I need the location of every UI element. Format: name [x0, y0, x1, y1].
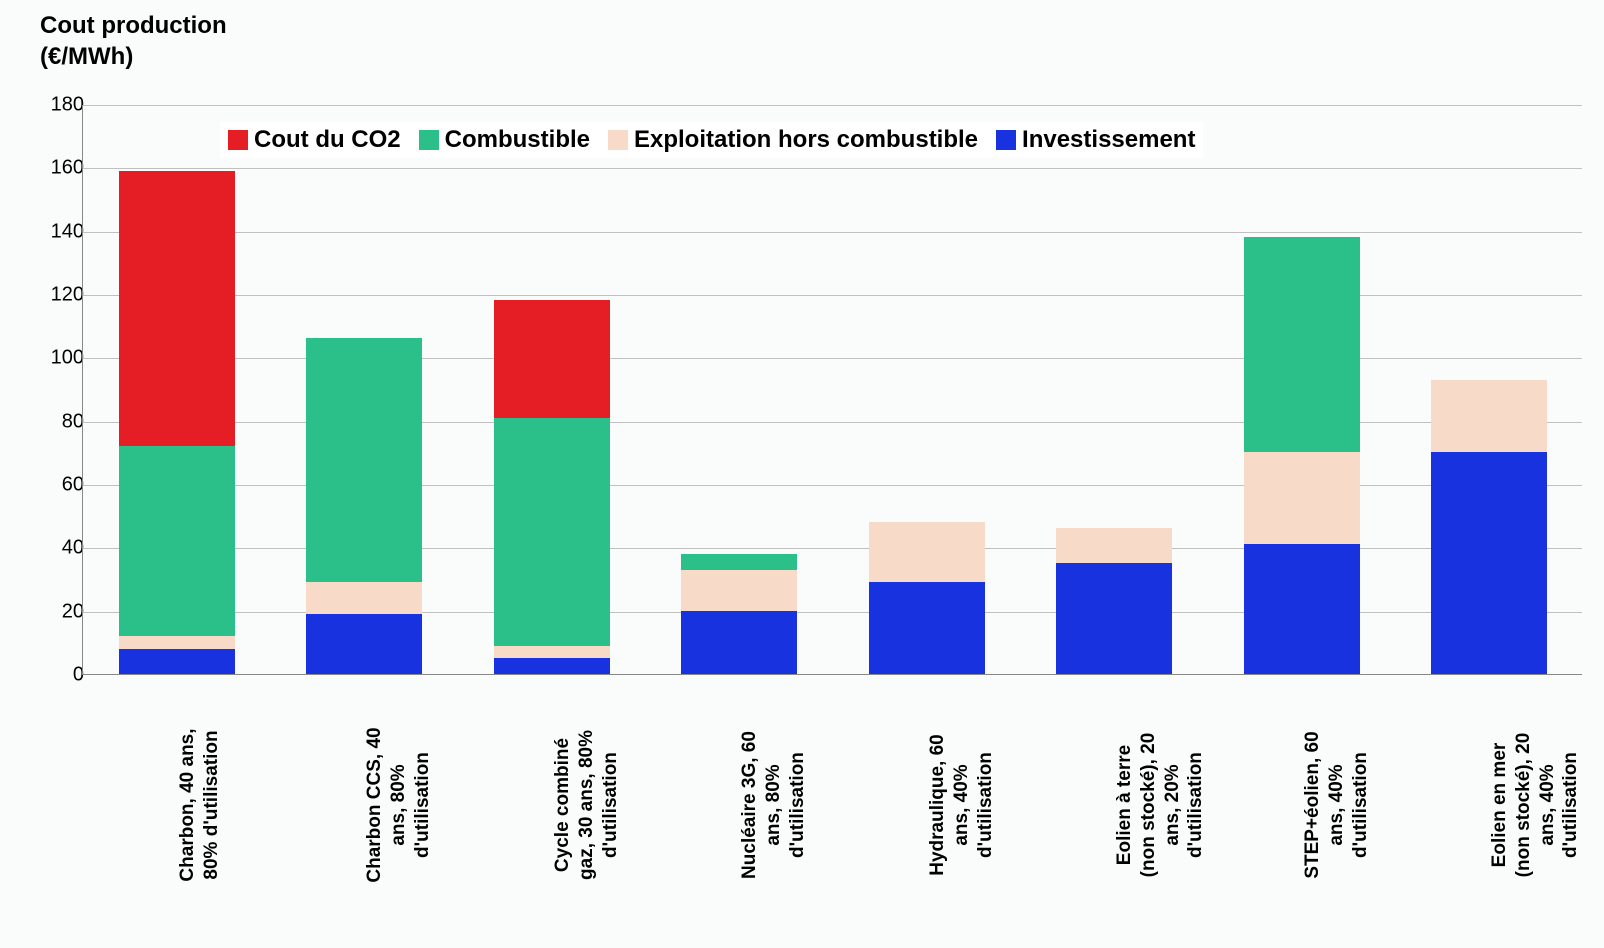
legend-swatch — [419, 130, 439, 150]
ytick-label: 120 — [34, 284, 84, 307]
xlabel: Cycle combiné gaz, 30 ans, 80% d'utilisa… — [551, 685, 622, 925]
legend-item-exploit: Exploitation hors combustible — [608, 126, 978, 154]
ytick-label: 60 — [34, 474, 84, 497]
legend-swatch — [608, 130, 628, 150]
legend-label: Investissement — [1022, 126, 1195, 154]
ytick-label: 180 — [34, 94, 84, 117]
legend: Cout du CO2 Combustible Exploitation hors … — [220, 122, 1203, 158]
ytick-label: 0 — [34, 664, 84, 687]
plot-area — [82, 105, 1582, 675]
xlabel: Eolien en mer (non stocké), 20 ans, 40% … — [1488, 685, 1583, 925]
bar-seg-invest — [1244, 544, 1360, 674]
bar-seg-exploit — [494, 646, 610, 659]
bar-group — [1431, 380, 1547, 674]
bar-seg-exploit — [1244, 452, 1360, 544]
xlabel: Charbon, 40 ans, 80% d'utilisation — [176, 685, 224, 925]
bar-seg-invest — [869, 582, 985, 674]
bar-seg-co2 — [119, 171, 235, 447]
bar-group — [306, 338, 422, 674]
bar-seg-exploit — [681, 570, 797, 611]
bar-group — [1056, 528, 1172, 674]
chart-container: Cout production (€/MWh) Cout du CO2 Combus… — [10, 10, 1594, 938]
bar-seg-exploit — [869, 522, 985, 582]
xlabel: Charbon CCS, 40 ans, 80% d'utilisation — [363, 685, 434, 925]
ytick-label: 100 — [34, 347, 84, 370]
legend-item-combustible: Combustible — [419, 126, 590, 154]
bar-seg-combustible — [119, 446, 235, 636]
bar-seg-exploit — [119, 636, 235, 649]
bar-seg-combustible — [306, 338, 422, 582]
xlabel: Nucléaire 3G, 60 ans, 80% d'utilisation — [738, 685, 809, 925]
legend-swatch — [996, 130, 1016, 150]
ytick-label: 40 — [34, 537, 84, 560]
bar-seg-combustible — [681, 554, 797, 570]
xlabel: STEP+éolien, 60 ans, 40% d'utilisation — [1301, 685, 1372, 925]
bar-seg-combustible — [1244, 237, 1360, 452]
xlabel: Eolien à terre (non stocké), 20 ans, 20%… — [1113, 685, 1208, 925]
bar-seg-invest — [1431, 452, 1547, 674]
bar-group — [869, 522, 985, 674]
title-line-2: (€/MWh) — [40, 43, 133, 70]
bar-seg-exploit — [1056, 528, 1172, 563]
y-axis-title: Cout production (€/MWh) — [40, 10, 227, 72]
legend-swatch — [228, 130, 248, 150]
bar-group — [119, 171, 235, 674]
ytick-label: 160 — [34, 157, 84, 180]
ytick-label: 20 — [34, 600, 84, 623]
bar-group — [681, 554, 797, 674]
bar-group — [494, 300, 610, 674]
bar-seg-exploit — [306, 582, 422, 614]
bar-group — [1244, 237, 1360, 674]
bar-seg-co2 — [494, 300, 610, 417]
bar-seg-invest — [306, 614, 422, 674]
ytick-label: 140 — [34, 220, 84, 243]
bar-seg-combustible — [494, 418, 610, 646]
bar-seg-invest — [494, 658, 610, 674]
bar-seg-invest — [681, 611, 797, 674]
xlabel: Hydraulique, 60 ans, 40% d'utilisation — [926, 685, 997, 925]
legend-item-invest: Investissement — [996, 126, 1195, 154]
legend-item-co2: Cout du CO2 — [228, 126, 401, 154]
legend-label: Cout du CO2 — [254, 126, 401, 154]
ytick-label: 80 — [34, 410, 84, 433]
legend-label: Combustible — [445, 126, 590, 154]
bar-seg-invest — [119, 649, 235, 674]
title-line-1: Cout production — [40, 12, 227, 39]
legend-label: Exploitation hors combustible — [634, 126, 978, 154]
bar-seg-exploit — [1431, 380, 1547, 453]
bar-seg-invest — [1056, 563, 1172, 674]
